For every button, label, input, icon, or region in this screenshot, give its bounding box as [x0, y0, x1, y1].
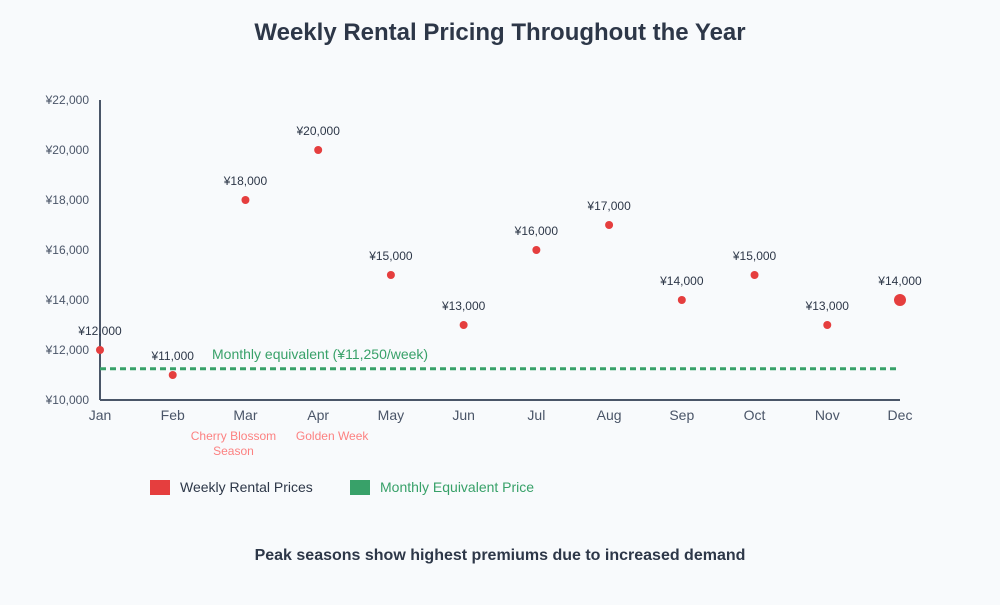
- data-label: ¥11,000: [150, 349, 194, 363]
- season-annotation: Cherry Blossom: [191, 429, 276, 443]
- data-label: ¥14,000: [877, 274, 922, 288]
- x-tick-label: Apr: [307, 407, 329, 423]
- data-label: ¥13,000: [441, 299, 486, 313]
- y-tick-label: ¥10,000: [45, 393, 90, 407]
- data-point-dec: [894, 294, 906, 306]
- data-label: ¥12,000: [77, 324, 122, 338]
- legend-swatch: [350, 480, 370, 495]
- y-tick-label: ¥16,000: [45, 243, 90, 257]
- y-tick-label: ¥14,000: [45, 293, 90, 307]
- data-point-apr: [314, 146, 323, 154]
- data-label: ¥16,000: [514, 224, 559, 238]
- x-tick-label: May: [378, 407, 404, 423]
- x-tick-label: Jun: [452, 407, 475, 423]
- legend-label: Weekly Rental Prices: [180, 479, 313, 495]
- legend-label: Monthly Equivalent Price: [380, 479, 534, 495]
- chart-footnote: Peak seasons show highest premiums due t…: [255, 547, 746, 564]
- data-label: ¥15,000: [368, 249, 413, 263]
- data-label: ¥18,000: [223, 174, 268, 188]
- data-point-jan: [96, 346, 104, 354]
- y-tick-label: ¥22,000: [45, 93, 90, 107]
- data-point-jun: [459, 321, 468, 329]
- x-tick-label: Feb: [161, 407, 185, 423]
- data-point-aug: [605, 221, 614, 229]
- chart-title: Weekly Rental Pricing Throughout the Yea…: [254, 19, 745, 46]
- x-tick-label: Jan: [89, 407, 112, 423]
- x-tick-label: Oct: [744, 407, 766, 423]
- data-point-may: [386, 271, 395, 279]
- y-tick-label: ¥12,000: [45, 343, 90, 357]
- data-point-mar: [241, 196, 250, 204]
- x-tick-label: Nov: [815, 407, 840, 423]
- data-label: ¥13,000: [805, 299, 850, 313]
- data-point-feb: [168, 371, 177, 379]
- data-point-jul: [532, 246, 541, 254]
- season-annotation: Golden Week: [296, 429, 369, 443]
- data-label: ¥17,000: [586, 199, 631, 213]
- data-label: ¥20,000: [295, 124, 340, 138]
- season-annotation: Season: [213, 444, 254, 458]
- data-point-nov: [823, 321, 832, 329]
- x-tick-label: Dec: [888, 407, 913, 423]
- y-tick-label: ¥20,000: [45, 143, 90, 157]
- data-label: ¥15,000: [732, 249, 777, 263]
- data-point-sep: [677, 296, 686, 304]
- data-point-oct: [750, 271, 759, 279]
- x-tick-label: Mar: [233, 407, 257, 423]
- monthly-equivalent-label: Monthly equivalent (¥11,250/week): [212, 346, 428, 362]
- legend-swatch: [150, 480, 170, 495]
- x-tick-label: Jul: [527, 407, 545, 423]
- y-tick-label: ¥18,000: [45, 193, 90, 207]
- x-tick-label: Aug: [597, 407, 622, 423]
- data-label: ¥14,000: [659, 274, 704, 288]
- x-tick-label: Sep: [669, 407, 694, 423]
